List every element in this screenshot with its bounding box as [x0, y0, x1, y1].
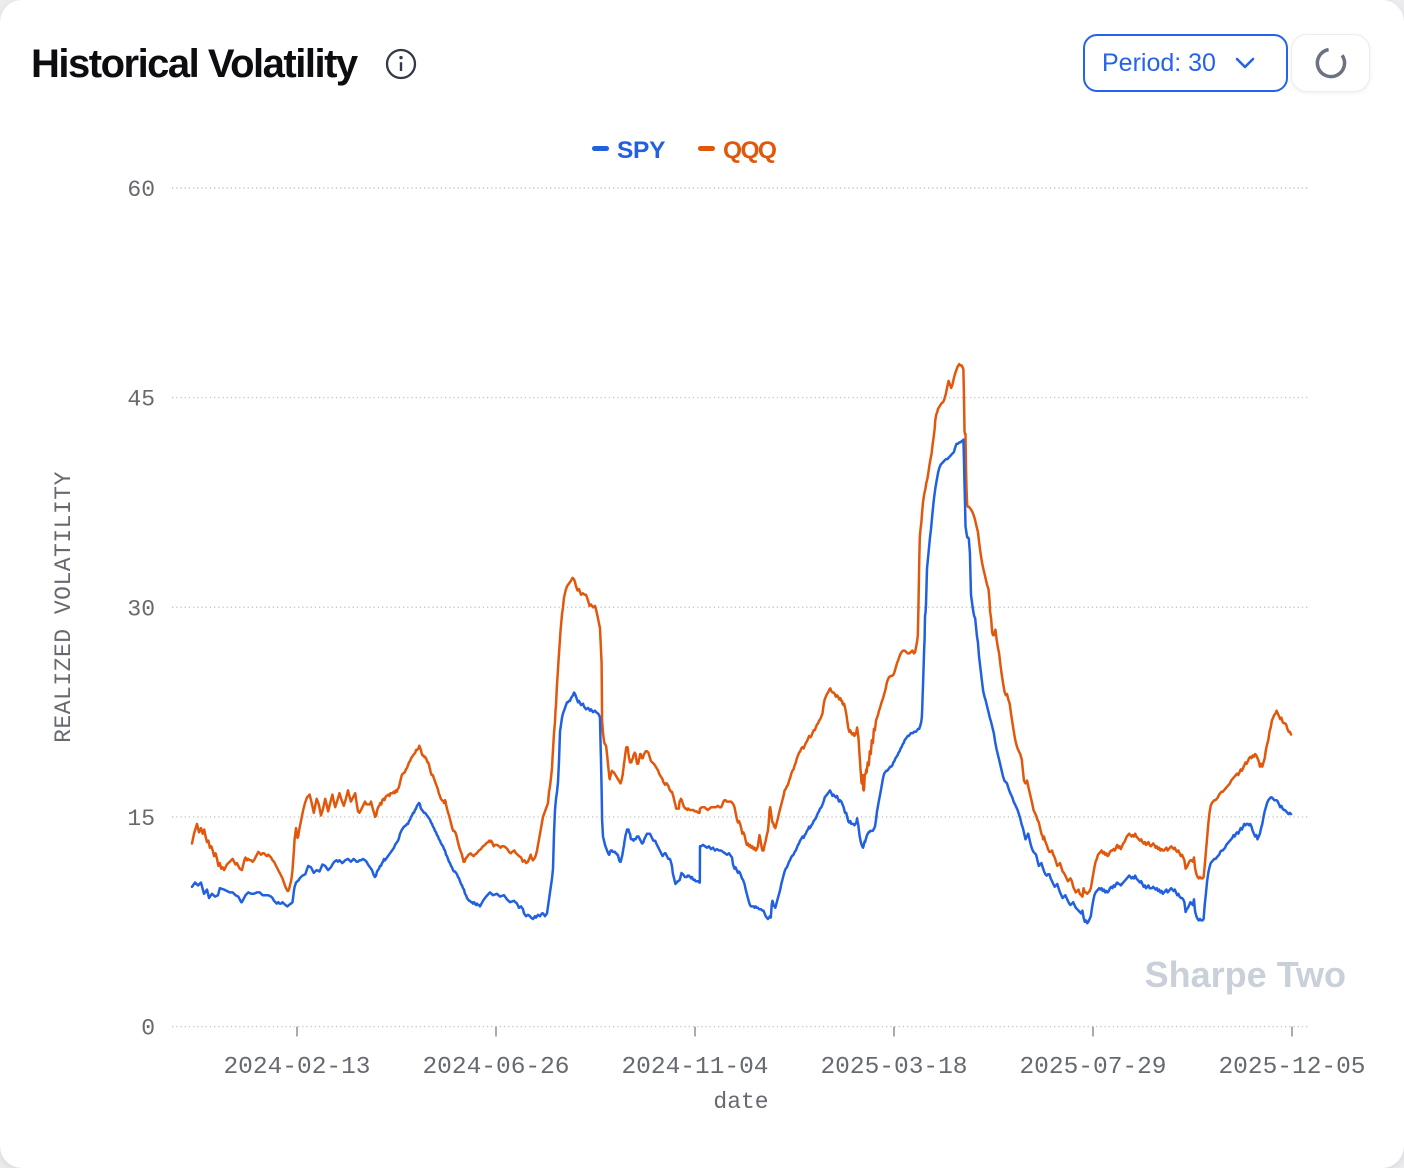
svg-text:30: 30 [127, 596, 155, 622]
svg-text:0: 0 [141, 1016, 155, 1042]
svg-text:2024-11-04: 2024-11-04 [621, 1054, 768, 1081]
svg-text:Sharpe Two: Sharpe Two [1145, 954, 1346, 995]
svg-text:date: date [713, 1089, 768, 1115]
svg-text:SPY: SPY [617, 137, 665, 164]
svg-text:60: 60 [127, 177, 155, 203]
svg-text:2025-07-29: 2025-07-29 [1019, 1054, 1166, 1081]
svg-text:2025-12-05: 2025-12-05 [1218, 1054, 1365, 1081]
svg-text:REALIZED VOLATILITY: REALIZED VOLATILITY [51, 471, 77, 743]
svg-text:2025-03-18: 2025-03-18 [820, 1054, 967, 1081]
svg-text:2024-06-26: 2024-06-26 [422, 1054, 569, 1081]
svg-text:15: 15 [127, 806, 155, 832]
svg-text:2024-02-13: 2024-02-13 [223, 1054, 370, 1081]
svg-text:QQQ: QQQ [723, 137, 777, 164]
svg-text:45: 45 [127, 387, 155, 413]
